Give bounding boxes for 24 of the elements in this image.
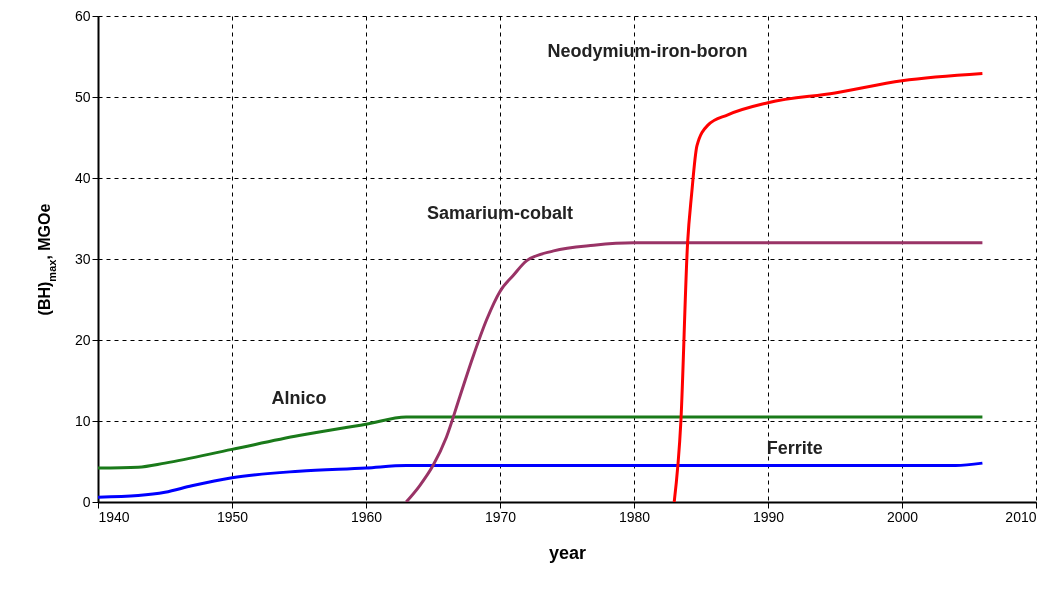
- x-tick-label: 1990: [752, 508, 785, 525]
- y-tick-label: 50: [74, 88, 91, 105]
- x-tick-label: 1980: [618, 508, 651, 525]
- line-series: [98, 415, 984, 470]
- y-tick-label: 40: [74, 169, 91, 186]
- x-tick-label: 1960: [350, 508, 383, 525]
- x-tick-label: 1950: [216, 508, 249, 525]
- x-tick-label: 2000: [886, 508, 919, 525]
- y-tick-label: 20: [74, 331, 91, 348]
- x-tick-label: 1940: [98, 508, 130, 525]
- line-series: [404, 241, 984, 502]
- series-label: Alnico: [271, 388, 327, 409]
- y-tick-label: 60: [74, 7, 91, 24]
- line-series: [672, 72, 984, 502]
- series-label: Ferrite: [766, 437, 823, 458]
- text: Neodymium-iron-boron: [547, 41, 748, 62]
- y-tick-label: 10: [74, 412, 91, 429]
- x-tick-label: 2010: [1005, 508, 1037, 525]
- x-axis-title: year: [548, 542, 587, 563]
- line-series: [98, 461, 984, 499]
- y-tick-label: 30: [74, 250, 91, 267]
- series-label: Samarium-cobalt: [426, 203, 574, 224]
- x-tick-label: 1970: [484, 508, 517, 525]
- y-tick-label: 0: [82, 493, 91, 510]
